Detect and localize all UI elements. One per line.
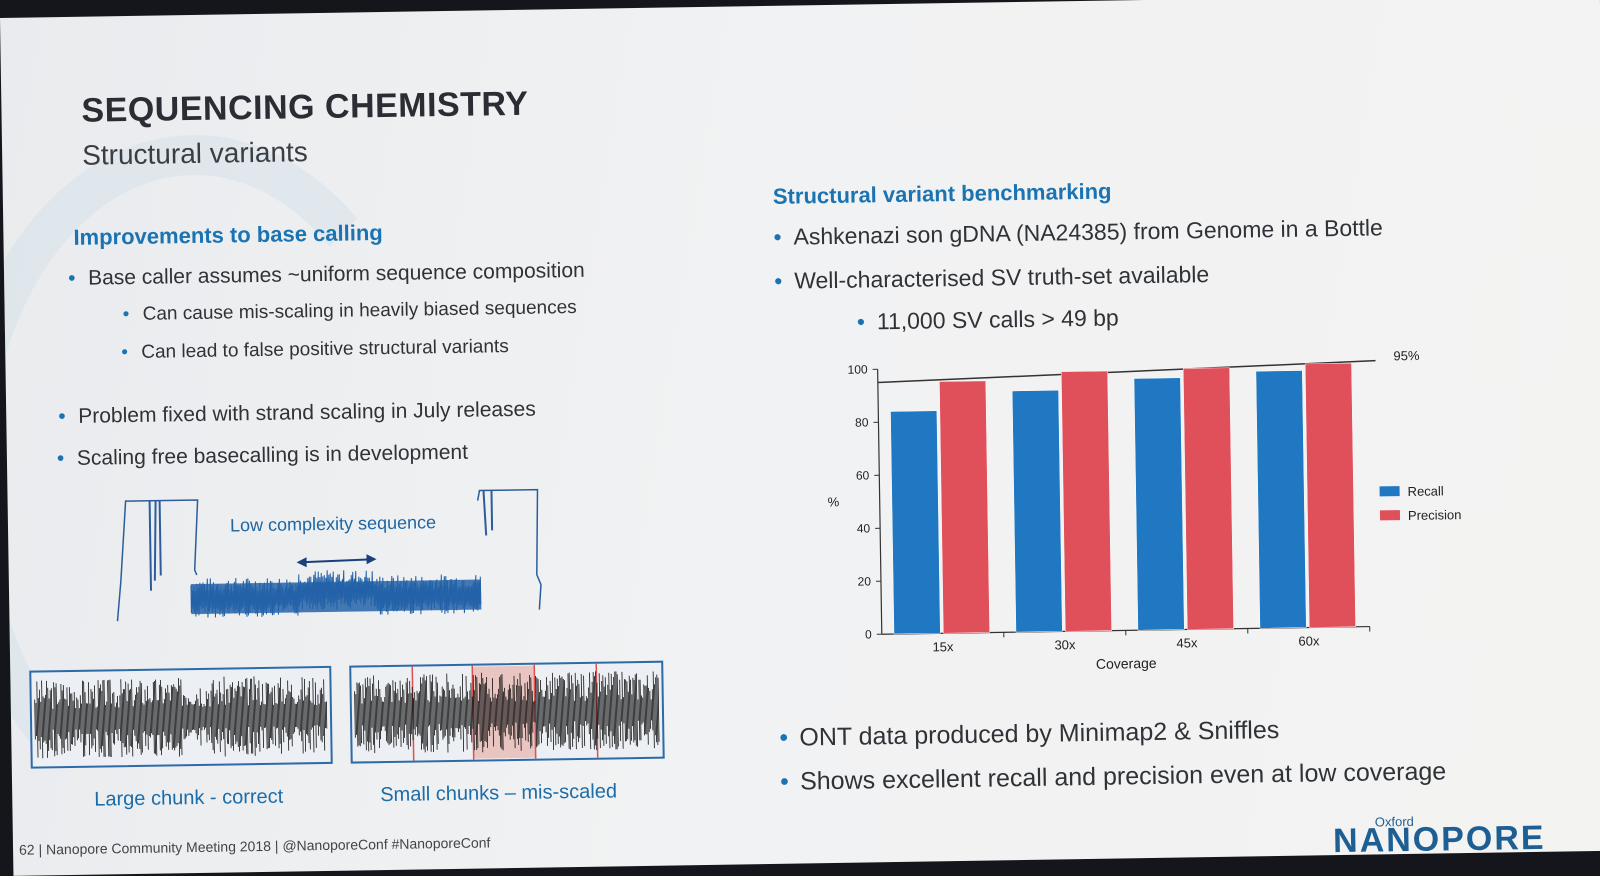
bar-precision-60x: [1304, 362, 1356, 628]
y-tick-label: 80: [855, 415, 869, 429]
bar-recall-60x: [1255, 370, 1307, 629]
y-tick-label: 100: [847, 362, 868, 376]
social-handle: @NanoporeConf #NanoporeConf: [282, 834, 491, 854]
right-heading: Structural variant benchmarking: [772, 178, 1112, 209]
legend-label-precision: Precision: [1408, 507, 1462, 523]
y-tick-label: 60: [856, 468, 870, 482]
bar-precision-45x: [1182, 367, 1234, 630]
right-bullet-1: • Ashkenazi son gDNA (NA24385) from Genom…: [773, 214, 1384, 250]
bar-recall-15x: [890, 410, 941, 635]
reference-line: [877, 359, 1376, 384]
left-heading: Improvements to base calling: [73, 220, 383, 250]
caption-large-chunk: Large chunk - correct: [94, 785, 284, 811]
bottom-bullet-1: • ONT data produced by Minimap2 & Sniffle…: [779, 715, 1280, 752]
bar-recall-30x: [1011, 390, 1063, 633]
x-tick-label: 45x: [1176, 635, 1198, 650]
x-tick-label: 30x: [1054, 637, 1076, 652]
caption-small-chunks: Small chunks – mis-scaled: [380, 780, 618, 807]
y-tick-label: 0: [865, 627, 872, 641]
raw-signal-trace: Low complexity sequence: [116, 488, 542, 622]
legend-swatch-recall: [1379, 486, 1400, 497]
slide-subtitle: Structural variants: [81, 136, 309, 171]
x-axis-label: Coverage: [1096, 655, 1157, 672]
x-tick-label: 60x: [1298, 633, 1320, 648]
legend-swatch-precision: [1379, 510, 1401, 521]
chunk-comparison: [29, 660, 665, 769]
oxford-nanopore-logo: Oxford NANOPORE: [1332, 813, 1546, 861]
slide-title: SEQUENCING CHEMISTRY: [81, 84, 529, 130]
bar-precision-30x: [1060, 370, 1112, 632]
left-subbullet-2: • Can lead to false positive structural v…: [121, 336, 509, 364]
bar-recall-45x: [1133, 377, 1185, 631]
x-tick-label: 15x: [932, 639, 954, 654]
bottom-bullet-2: • Shows excellent recall and precision ev…: [779, 757, 1447, 796]
right-bullet-2: • Well-characterised SV truth-set availab…: [774, 261, 1210, 294]
y-tick-label: 20: [857, 574, 871, 588]
sv-benchmark-chart: 0 20 40 60 80 100% 15x 30x 45x 60x Coverage 95% Reca…: [828, 348, 1462, 672]
bar-precision-15x: [939, 380, 990, 634]
y-tick-label: 40: [857, 521, 871, 535]
low-complexity-label: Low complexity sequence: [230, 512, 436, 535]
footer: 62 | Nanopore Community Meeting 2018 | @…: [18, 834, 491, 858]
signal-noise: [34, 671, 660, 759]
event-name: Nanopore Community Meeting 2018: [45, 837, 272, 858]
right-subbullet-1: • 11,000 SV calls > 49 bp: [856, 304, 1119, 335]
y-axis-label: %: [828, 494, 840, 509]
page-number: 62: [18, 841, 35, 858]
legend-label-recall: Recall: [1407, 483, 1443, 499]
reference-line-label: 95%: [1393, 348, 1420, 363]
